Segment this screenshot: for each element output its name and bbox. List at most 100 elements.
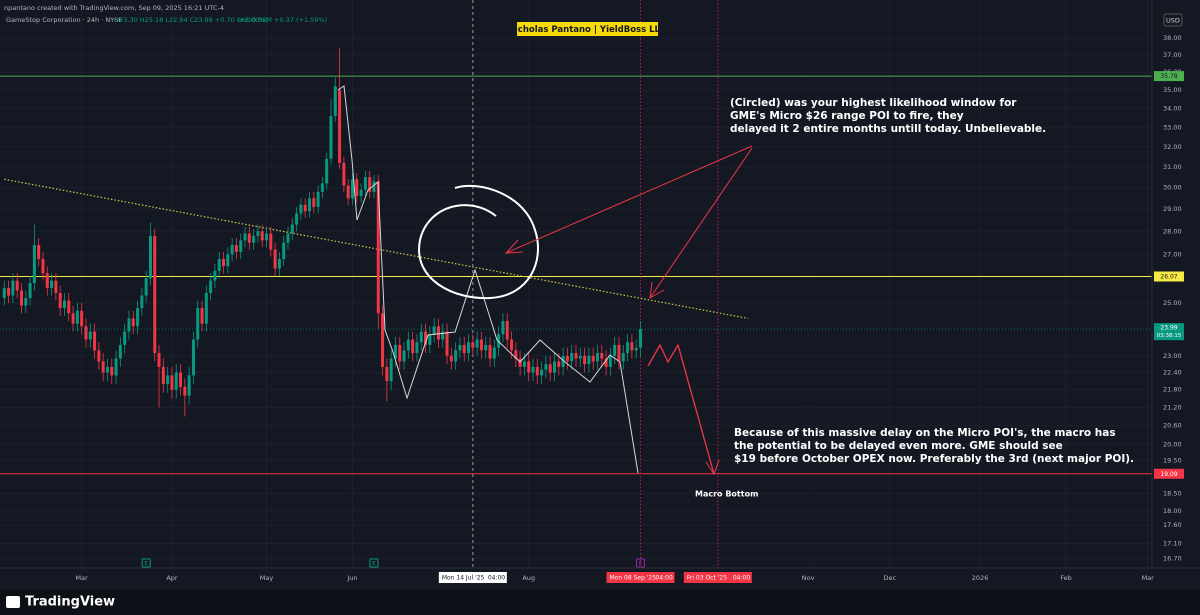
candle-body (492, 347, 496, 359)
candle-body (187, 375, 191, 396)
chart-title: Nicholas Pantano | YieldBoss LLC (508, 25, 666, 35)
marker-tag (438, 572, 507, 583)
candle-body (424, 331, 428, 345)
level-tag (1154, 468, 1184, 479)
candle-body (514, 350, 518, 359)
candle-body (2, 288, 6, 298)
y-tick-label: 17.10 (1163, 539, 1182, 547)
y-tick-label: 18.00 (1163, 507, 1182, 515)
candle-body (385, 366, 389, 382)
y-tick-label: 19.50 (1163, 456, 1182, 464)
candle-body (540, 369, 544, 376)
candle-body (58, 292, 62, 309)
y-tick-label: 27.00 (1163, 250, 1182, 258)
y-tick-label: 23.00 (1163, 352, 1182, 360)
candle-body (71, 313, 75, 324)
candle-body (28, 283, 32, 298)
candle-body (80, 310, 84, 327)
candle-body (204, 292, 208, 324)
y-tick-label: 21.80 (1163, 386, 1182, 394)
y-tick-label: 34.00 (1163, 104, 1182, 112)
candle-body (320, 183, 324, 192)
candle-body (505, 321, 509, 340)
level-tag (1154, 271, 1184, 282)
candle-body (578, 355, 582, 359)
x-tick-label: Dec (884, 574, 897, 582)
arrow-head (705, 459, 720, 476)
marker-label: Mon 14 Jul '25 (442, 575, 485, 582)
candle-body (518, 358, 522, 367)
candle-body (41, 259, 45, 274)
candle-body (467, 342, 471, 354)
y-tick-label: 20.00 (1163, 440, 1182, 448)
candle-body (458, 344, 462, 351)
candle-body (479, 339, 483, 351)
candle-body (32, 245, 36, 284)
candle-body (179, 372, 183, 387)
candle-body (84, 326, 88, 340)
brand-logo (6, 596, 20, 608)
y-tick-label: 17.60 (1163, 521, 1182, 529)
candle-body (148, 235, 152, 279)
candle-body (415, 342, 419, 354)
candle-body (166, 375, 170, 384)
y-tick-label: 29.00 (1163, 205, 1182, 213)
candle-body (101, 361, 105, 373)
arrow (505, 145, 753, 254)
candle-body (454, 350, 458, 362)
candle-body (243, 233, 247, 241)
annotation: (Circled) was your highest likelihood wi… (730, 97, 1017, 109)
level-tag (1154, 71, 1184, 82)
candle-body (325, 158, 329, 184)
event-label: E (144, 561, 148, 567)
candle-body (419, 331, 423, 343)
candle-body (510, 339, 514, 351)
annotation: Because of this massive delay on the Mic… (734, 427, 1116, 439)
event-label: E (639, 561, 643, 567)
candle-body (312, 198, 316, 207)
candle-body (7, 288, 11, 296)
x-tick-label: Mar (1142, 574, 1155, 582)
candle-body (265, 233, 269, 241)
candle-body (329, 115, 333, 159)
x-tick-label: Nov (802, 574, 815, 582)
candle-body (123, 331, 127, 345)
candle-body (131, 318, 135, 327)
plot (0, 0, 1152, 568)
candle-body (617, 344, 621, 362)
candle-body (161, 366, 165, 384)
candle-body (381, 313, 385, 367)
y-tick-label: 18.50 (1163, 490, 1182, 498)
y-tick-label: 21.20 (1163, 403, 1182, 411)
marker-tag (683, 572, 752, 583)
candle-body (153, 235, 157, 354)
arrow (649, 147, 753, 299)
candle-body (54, 280, 58, 293)
annotation: delayed it 2 entire months untill today.… (730, 123, 1046, 135)
candle-body (561, 355, 565, 367)
candle-body (316, 191, 320, 207)
candle-body (11, 280, 15, 296)
volume: Vol10.58M +0.37 (+1.59%) (238, 16, 327, 24)
candle-body (535, 366, 539, 376)
candle-body (359, 189, 363, 197)
candle-body (50, 280, 54, 289)
candle-body (19, 290, 23, 306)
candle-body (368, 177, 372, 192)
event-label: E (372, 561, 376, 567)
candle-body (213, 270, 217, 281)
x-tick-label: Mar (76, 574, 89, 582)
candle-body (613, 344, 617, 356)
candle-body (445, 331, 449, 356)
candle-body (621, 353, 625, 362)
candle-body (398, 344, 402, 362)
marker-tag (606, 572, 675, 583)
candle-body (531, 366, 535, 373)
candle-body (376, 181, 380, 314)
candle-body (436, 326, 440, 340)
candle-body (338, 90, 342, 163)
candle-body (574, 353, 578, 359)
y-tick-label: 25.00 (1163, 299, 1182, 307)
event-box (141, 558, 151, 568)
